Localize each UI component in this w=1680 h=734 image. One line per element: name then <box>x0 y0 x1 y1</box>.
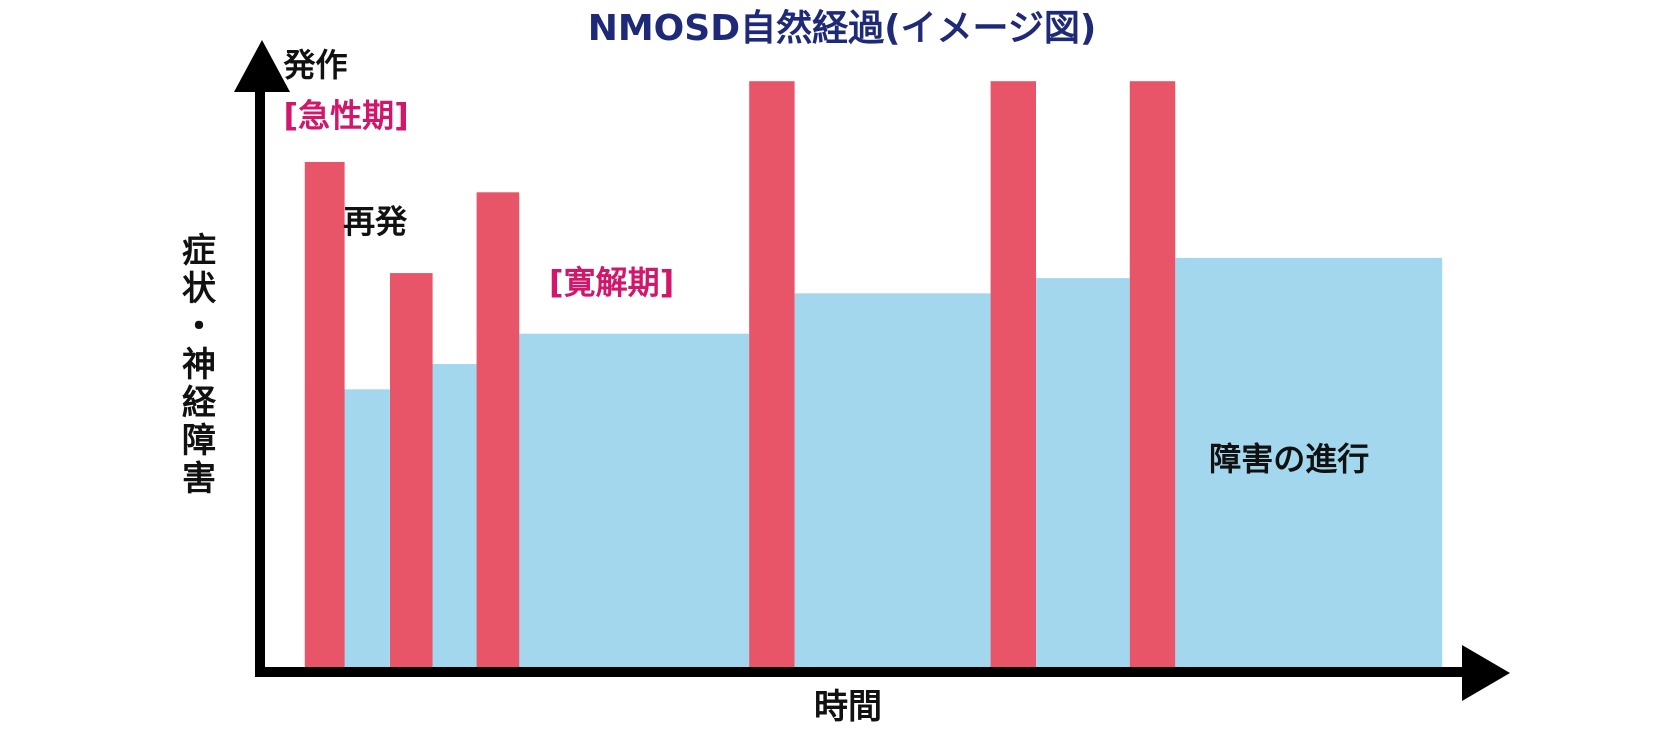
y-axis-label-char: 状 <box>182 269 217 309</box>
y-axis-label-char: 神 <box>182 345 216 385</box>
axes <box>234 40 1510 701</box>
bar <box>390 273 433 667</box>
area-segment <box>794 293 991 667</box>
annotation-label: 発作 <box>283 46 348 84</box>
annotation-label: [寛解期] <box>549 263 674 301</box>
area-segment <box>432 364 477 667</box>
bar <box>476 192 520 668</box>
bar <box>304 162 345 667</box>
y-axis-label-char: 害 <box>182 459 216 499</box>
y-axis-label-char: 経 <box>182 383 217 423</box>
area-segment <box>1175 257 1443 667</box>
y-axis-label: 症状・神経障害 <box>182 231 217 499</box>
area-segment <box>1036 278 1130 667</box>
annotation-label: [急性期] <box>284 97 409 135</box>
x-axis-arrow <box>1462 645 1510 701</box>
bar <box>990 81 1036 667</box>
y-axis-label-char: 症 <box>182 231 216 271</box>
x-axis-label: 時間 <box>814 687 882 727</box>
area-segment <box>344 389 390 668</box>
y-axis-label-char: 障 <box>182 421 216 461</box>
bar <box>1129 81 1176 667</box>
y-axis-arrow <box>234 40 290 92</box>
area-segment <box>476 333 750 667</box>
chart-title: NMOSD自然経過(イメージ図) <box>588 7 1097 49</box>
y-axis-label-char: ・ <box>182 307 216 347</box>
annotation-label: 障害の進行 <box>1209 440 1369 478</box>
annotation-layer: 発作 [急性期] 再発 [寛解期] 障害の進行 <box>283 46 1370 478</box>
annotation-label: 再発 <box>343 203 408 241</box>
bar <box>749 81 795 667</box>
bar-layer <box>304 81 1176 668</box>
